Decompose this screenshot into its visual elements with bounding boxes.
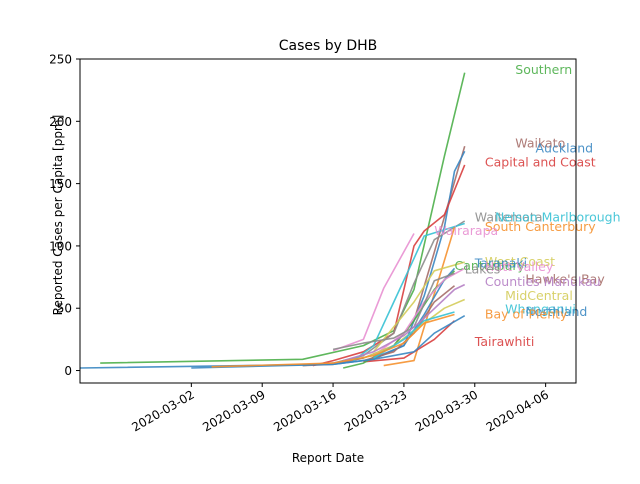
plot-frame bbox=[79, 58, 577, 384]
series-label-south-canterbury: South Canterbury bbox=[485, 219, 596, 234]
x-tick-label: 2020-03-30 bbox=[413, 387, 480, 434]
series-line-southern bbox=[100, 72, 466, 364]
series-line-northland bbox=[191, 315, 466, 369]
y-tick-label: 150 bbox=[49, 177, 72, 191]
series-label-whanganui: Whanganui bbox=[505, 302, 576, 317]
series-line-counties-manukau bbox=[342, 283, 466, 362]
series-label-canterbury: Canterbury bbox=[455, 258, 526, 273]
series-label-lakes: Lakes bbox=[465, 262, 501, 277]
series-label-bay-of-plenty: Bay of Plenty bbox=[485, 307, 568, 322]
x-tick-label: 2020-03-16 bbox=[271, 387, 338, 434]
series-label-waitemata: Waitemata bbox=[475, 209, 543, 224]
y-axis-label: Reported Cases per Capita [ppm] bbox=[51, 115, 65, 316]
series-layer bbox=[79, 72, 466, 369]
chart-title: Cases by DHB bbox=[279, 38, 378, 54]
series-label-nelson-marlborough: Nelson Marlborough bbox=[495, 209, 621, 224]
x-tick-label: 2020-03-02 bbox=[129, 387, 196, 434]
y-tick-label: 250 bbox=[49, 53, 72, 67]
x-tick-label: 2020-04-06 bbox=[484, 387, 551, 434]
series-line-capital-and-coast bbox=[312, 164, 466, 367]
series-line-tairawhiti bbox=[363, 320, 456, 363]
series-label-tairawhiti: Tairawhiti bbox=[474, 334, 535, 349]
series-line-nelson-marlborough bbox=[352, 222, 465, 362]
series-label-capital-and-coast: Capital and Coast bbox=[485, 154, 596, 169]
x-tick-label: 2020-03-23 bbox=[342, 387, 409, 434]
series-label-auckland: Auckland bbox=[536, 141, 594, 156]
series-line-wairarapa bbox=[332, 233, 415, 352]
series-label-counties-manukau: Counties Manukau bbox=[485, 274, 601, 289]
series-line-west-coast bbox=[372, 261, 465, 353]
series-line-south-canterbury bbox=[383, 226, 456, 367]
series-label-hawke-s-bay: Hawke's Bay bbox=[525, 272, 605, 287]
x-axis-label: Report Date bbox=[292, 451, 364, 465]
series-label-west-coast: West Coast bbox=[485, 254, 555, 269]
series-label-waikato: Waikato bbox=[515, 136, 565, 151]
series-line-bay-of-plenty bbox=[211, 313, 455, 368]
series-label-hutt-valley: Hutt Valley bbox=[485, 259, 554, 274]
y-tick-label: 50 bbox=[57, 302, 72, 316]
series-label-wairarapa: Wairarapa bbox=[434, 223, 498, 238]
series-line-lakes bbox=[332, 272, 455, 351]
y-tick-label: 100 bbox=[49, 239, 72, 253]
series-label-midcentral: MidCentral bbox=[505, 288, 573, 303]
series-label-taranaki: Taranaki bbox=[474, 255, 527, 270]
x-tick-label: 2020-03-09 bbox=[200, 387, 267, 434]
series-label-southern: Southern bbox=[515, 62, 572, 77]
y-tick-label: 0 bbox=[64, 364, 72, 378]
y-tick-label: 200 bbox=[49, 115, 72, 129]
series-label-northland: Northland bbox=[525, 304, 587, 319]
